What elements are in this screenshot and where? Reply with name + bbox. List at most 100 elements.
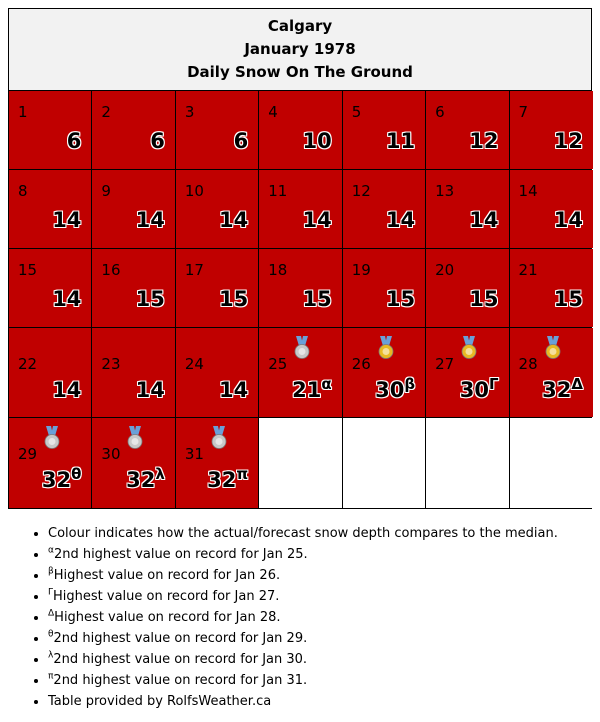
record-mark: π	[236, 465, 249, 483]
depth-number: 14	[135, 378, 165, 402]
day-cell-8: 8 14	[9, 170, 93, 248]
snow-depth-value: 21α	[292, 375, 332, 403]
day-cell-27: 27 30Γ	[426, 328, 510, 417]
day-number: 10	[184, 182, 204, 200]
empty-day-cell	[509, 418, 593, 508]
day-number: 30	[101, 445, 121, 463]
calendar-week-1: 1 6 2 6 3 6 4 10 5 11 6 12 7 12	[9, 91, 593, 170]
day-cell-30: 30 32λ	[92, 418, 176, 508]
snow-calendar: Calgary January 1978 Daily Snow On The G…	[8, 8, 593, 509]
footnote-text: 2nd highest value on record for Jan 25.	[53, 547, 308, 562]
snow-depth-value: 14	[554, 208, 583, 232]
footnote-mark: λ	[48, 650, 54, 661]
day-cell-9: 9 14	[92, 170, 176, 248]
day-cell-11: 11 14	[259, 170, 343, 248]
chart-subtitle: Daily Snow On The Ground	[187, 63, 413, 81]
snow-depth-value: 32π	[207, 465, 249, 493]
day-number: 3	[184, 103, 195, 121]
day-cell-14: 14 14	[509, 170, 593, 248]
day-number: 31	[184, 445, 204, 463]
day-cell-18: 18 15	[259, 249, 343, 327]
snow-depth-value: 32θ	[41, 467, 82, 493]
day-cell-12: 12 14	[342, 170, 427, 248]
day-cell-24: 24 14	[175, 328, 260, 417]
calendar-week-4: 22 14 23 14 24 14 25 21α 26 30β 27 30Γ 28 32Δ	[9, 328, 593, 418]
day-cell-16: 16 15	[92, 249, 176, 327]
depth-number: 6	[233, 129, 249, 153]
day-cell-17: 17 15	[175, 249, 260, 327]
depth-number: 14	[52, 208, 82, 232]
day-cell-26: 26 30β	[342, 328, 427, 417]
day-number: 22	[18, 355, 38, 373]
footnotes-list: Colour indicates how the actual/forecast…	[28, 523, 558, 712]
day-number: 6	[435, 103, 445, 121]
depth-number: 15	[385, 287, 416, 311]
depth-number: 14	[385, 208, 416, 232]
day-number: 14	[518, 182, 538, 200]
day-cell-31: 31 32π	[175, 418, 260, 508]
snow-depth-value: 14	[469, 208, 498, 232]
day-number: 13	[435, 182, 455, 200]
footnote-item: ΓHighest value on record for Jan 27.	[48, 586, 558, 607]
day-number: 4	[268, 103, 278, 121]
day-number: 26	[351, 355, 371, 373]
day-cell-22: 22 14	[9, 328, 93, 417]
depth-number: 32	[41, 468, 72, 492]
depth-number: 14	[219, 208, 249, 232]
footnote-mark: Δ	[48, 608, 55, 619]
month-title: January 1978	[244, 40, 356, 58]
day-cell-4: 4 10	[259, 91, 343, 169]
day-cell-7: 7 12	[509, 91, 593, 169]
depth-number: 14	[52, 378, 82, 402]
day-number: 2	[101, 103, 111, 121]
snow-depth-value: 15	[219, 287, 248, 311]
gold-medal-icon	[378, 336, 394, 359]
calendar-week-5: 29 32θ 30 32λ 31 32π	[9, 418, 593, 508]
snow-depth-value: 12	[469, 129, 498, 153]
depth-number: 14	[219, 378, 249, 402]
depth-number: 11	[385, 129, 416, 153]
snow-depth-value: 32λ	[126, 465, 165, 493]
footnote-item: λ2nd highest value on record for Jan 30.	[48, 649, 558, 670]
silver-medal-icon	[128, 426, 143, 449]
footnote-mark: π	[48, 671, 54, 682]
day-number: 11	[268, 182, 288, 200]
depth-number: 32	[126, 468, 156, 492]
snow-depth-value: 14	[52, 208, 81, 232]
footnote-text: Colour indicates how the actual/forecast…	[48, 526, 558, 541]
day-number: 12	[351, 182, 371, 200]
footnote-item: α2nd highest value on record for Jan 25.	[48, 544, 558, 565]
day-cell-5: 5 11	[342, 91, 427, 169]
snow-depth-value: 6	[234, 129, 249, 153]
snow-depth-value: 14	[386, 208, 415, 232]
day-number: 17	[184, 261, 204, 279]
depth-number: 12	[469, 129, 499, 153]
snow-depth-value: 14	[136, 378, 165, 402]
record-mark: λ	[155, 465, 165, 483]
depth-number: 14	[135, 208, 165, 232]
footnote-item: Table provided by RolfsWeather.ca	[48, 691, 558, 712]
day-cell-15: 15 14	[9, 249, 93, 327]
depth-number: 15	[469, 287, 499, 311]
footnote-text: Highest value on record for Jan 26.	[53, 568, 281, 583]
snow-depth-value: 14	[52, 378, 81, 402]
city-title: Calgary	[267, 17, 333, 35]
footnote-item: βHighest value on record for Jan 26.	[48, 565, 558, 586]
footnote-item: ΔHighest value on record for Jan 28.	[48, 607, 558, 628]
day-cell-20: 20 15	[426, 249, 510, 327]
calendar-week-2: 8 14 9 14 10 14 11 14 12 14 13 14 14 14	[9, 170, 593, 249]
footnote-text: Highest value on record for Jan 27.	[53, 589, 280, 604]
calendar-header: Calgary January 1978 Daily Snow On The G…	[9, 9, 591, 91]
footnote-text: 2nd highest value on record for Jan 29.	[53, 631, 308, 646]
day-number: 23	[101, 355, 121, 373]
depth-number: 6	[150, 129, 165, 153]
footnote-item: θ2nd highest value on record for Jan 29.	[48, 628, 558, 649]
snow-depth-value: 14	[219, 208, 248, 232]
footnote-item: Colour indicates how the actual/forecast…	[48, 523, 558, 544]
record-mark: α	[321, 375, 332, 393]
calendar-week-3: 15 14 16 15 17 15 18 15 19 15 20 15 21 15	[9, 249, 593, 328]
depth-number: 21	[292, 378, 322, 402]
